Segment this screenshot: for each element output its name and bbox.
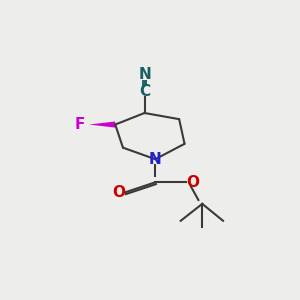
Text: N: N xyxy=(138,67,151,82)
Text: C: C xyxy=(139,84,150,99)
Text: N: N xyxy=(149,152,162,167)
Polygon shape xyxy=(89,122,115,128)
Text: O: O xyxy=(112,185,125,200)
Text: O: O xyxy=(187,175,200,190)
Text: F: F xyxy=(75,117,85,132)
